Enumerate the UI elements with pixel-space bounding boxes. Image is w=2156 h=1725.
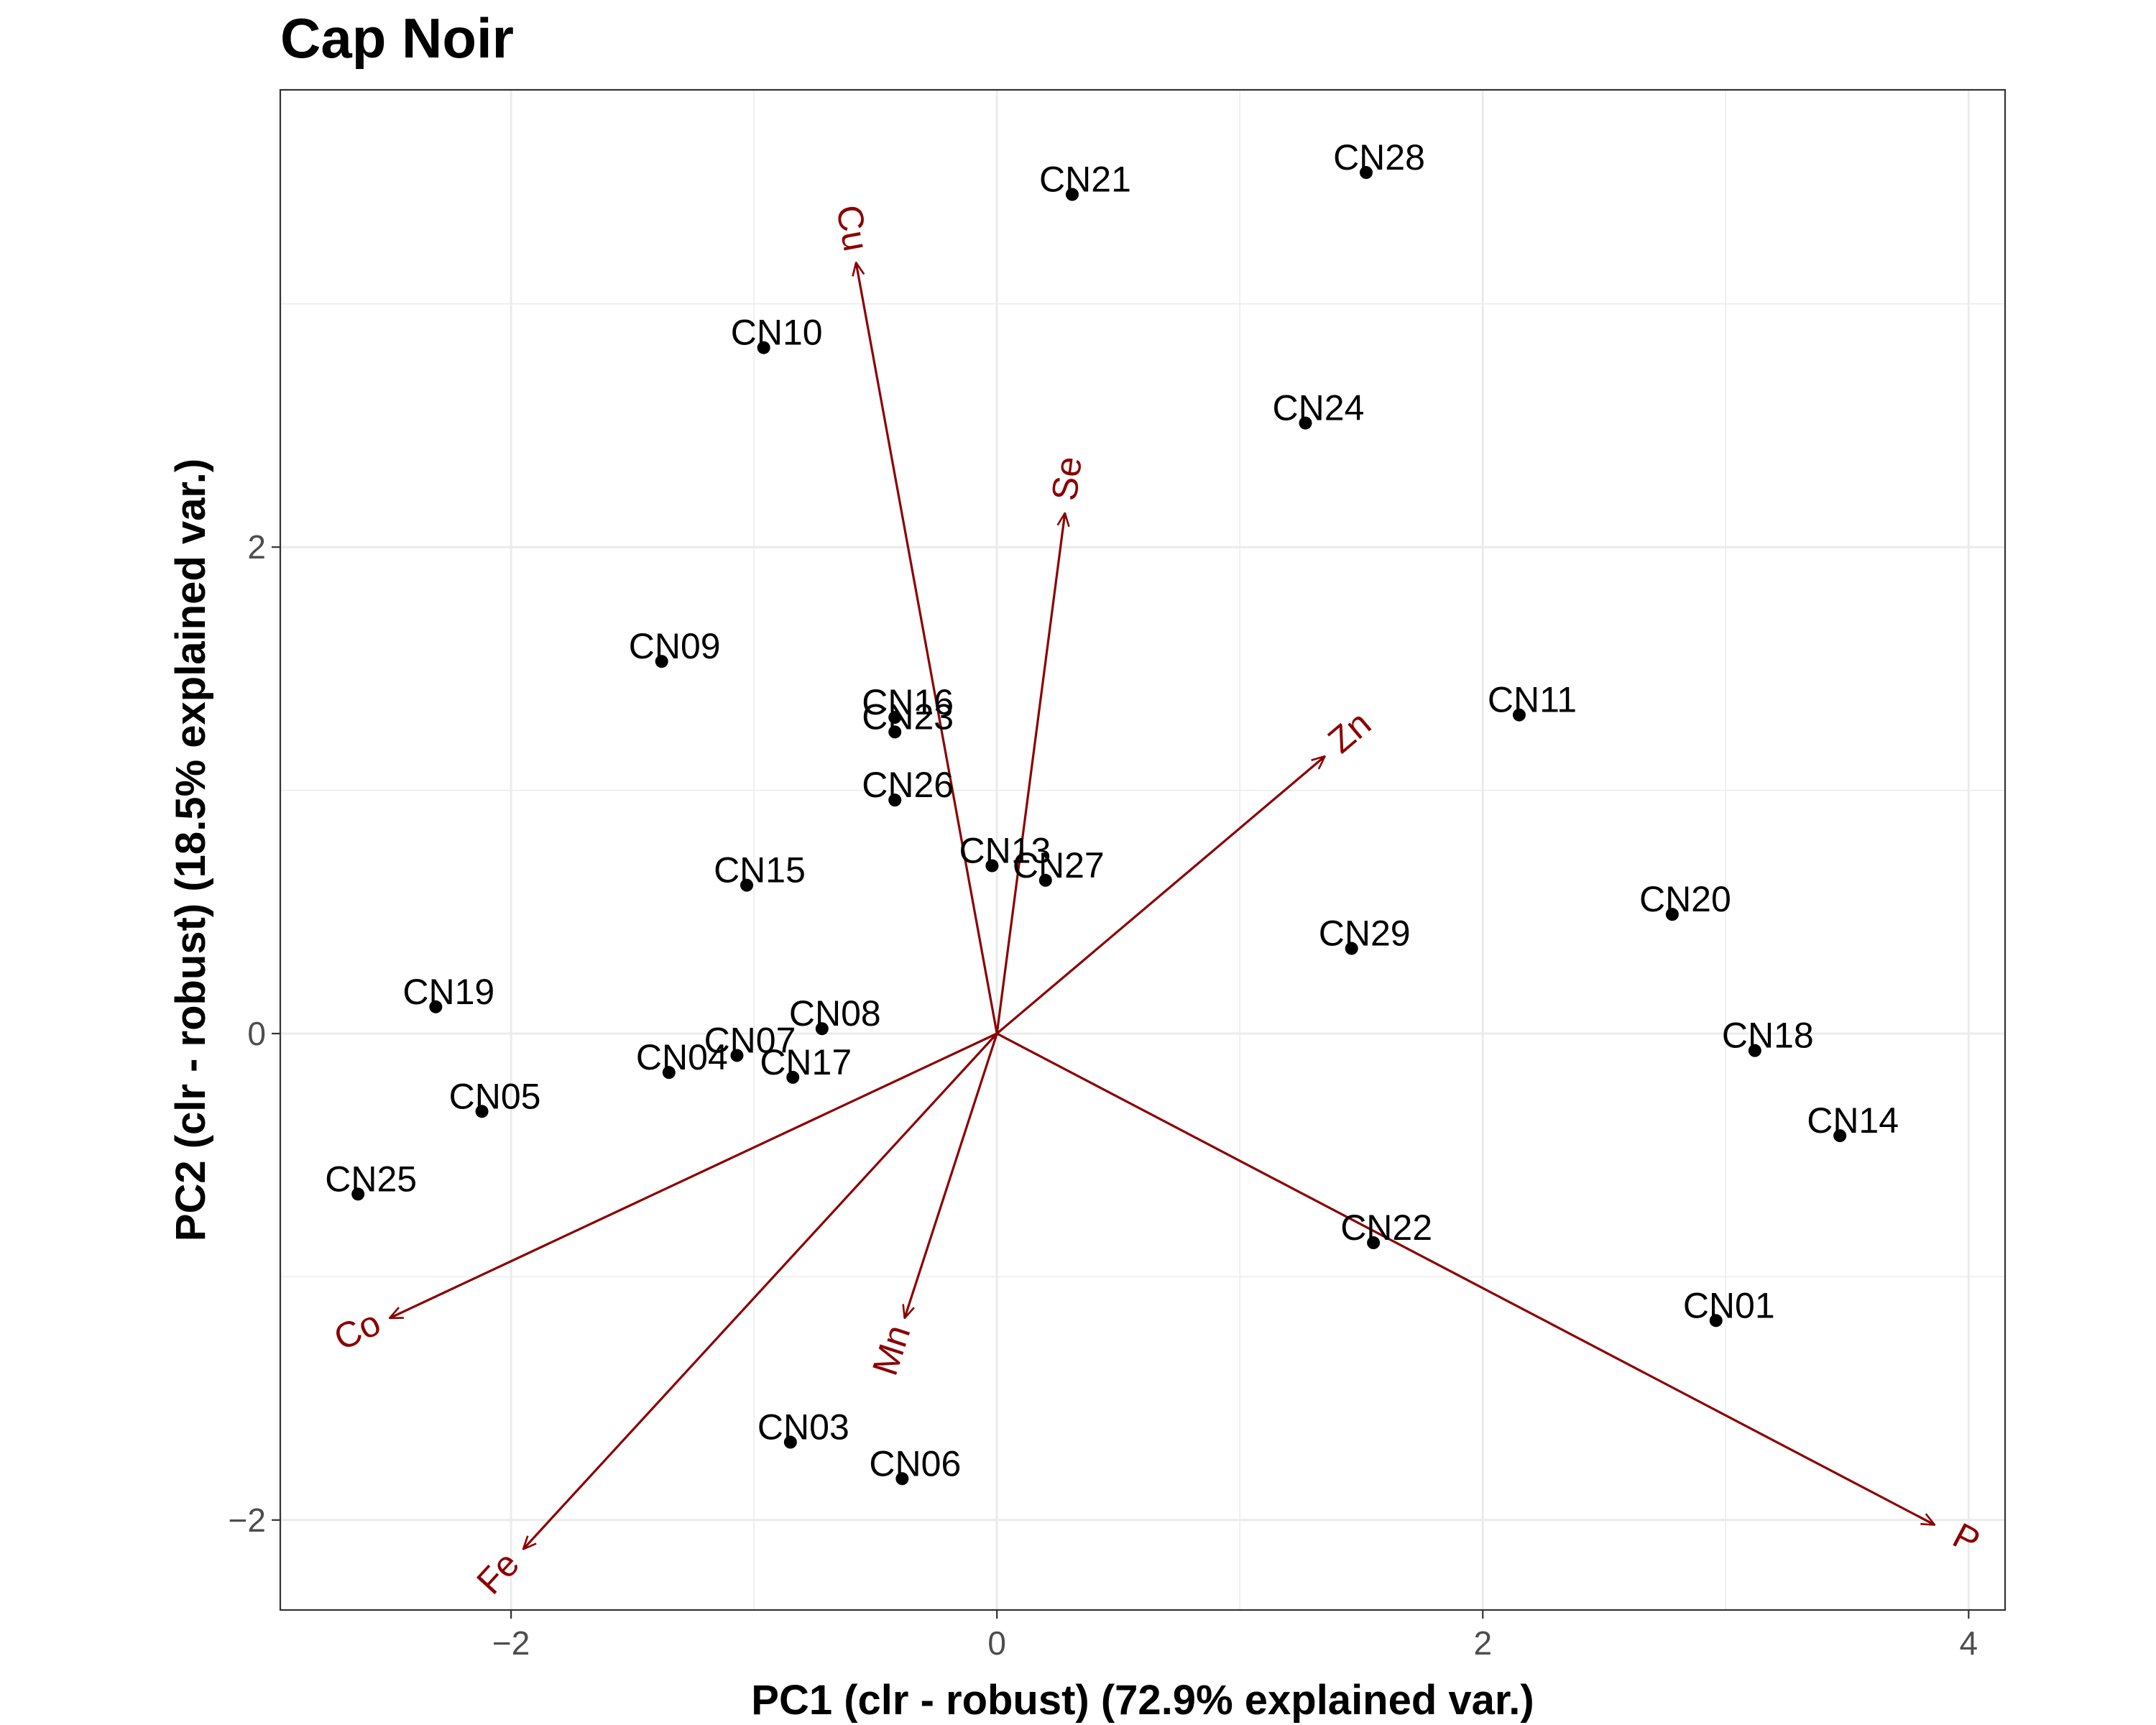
- point-cn23: [888, 725, 902, 739]
- point-cn27: [1038, 873, 1052, 887]
- point-cn05: [475, 1105, 489, 1118]
- loading-arrow-co: [390, 1032, 998, 1320]
- y-axis-title: PC2 (clr - robust) (18.5% explained var.…: [167, 459, 214, 1241]
- point-label-cn28: CN28: [1333, 137, 1425, 178]
- loading-arrow-cu: [856, 262, 998, 1034]
- point-label-cn08: CN08: [789, 993, 881, 1034]
- grid: [280, 90, 2005, 1610]
- point-cn29: [1345, 942, 1358, 955]
- point-label-cn04: CN04: [636, 1037, 728, 1077]
- point-cn06: [895, 1472, 909, 1486]
- x-tick-label: 0: [987, 1624, 1006, 1662]
- point-cn14: [1833, 1129, 1847, 1143]
- point-label-cn25: CN25: [325, 1159, 417, 1199]
- point-label-cn24: CN24: [1273, 388, 1365, 428]
- loading-label-zn: Zn: [1320, 703, 1378, 760]
- loading-arrow-mn: [905, 1033, 998, 1318]
- point-cn08: [815, 1022, 829, 1036]
- point-cn04: [662, 1066, 676, 1080]
- point-label-cn01: CN01: [1683, 1285, 1775, 1325]
- point-label-cn20: CN20: [1639, 879, 1731, 919]
- point-label-cn10: CN10: [731, 313, 823, 353]
- point-cn18: [1748, 1044, 1761, 1057]
- point-cn03: [783, 1435, 797, 1449]
- point-cn01: [1709, 1314, 1723, 1328]
- point-label-cn22: CN22: [1340, 1208, 1432, 1248]
- y-tick-label: 2: [247, 528, 266, 566]
- loading-arrow-fe: [523, 1032, 998, 1549]
- point-cn07: [730, 1049, 744, 1062]
- point-cn24: [1299, 416, 1312, 430]
- x-tick-label: 4: [1959, 1624, 1978, 1662]
- point-label-cn07: CN07: [704, 1020, 796, 1060]
- point-cn19: [429, 1000, 443, 1013]
- chart-title: Cap Noir: [280, 6, 514, 70]
- loading-arrow-se: [995, 513, 1065, 1034]
- loading-label-cu: Cu: [829, 202, 877, 254]
- point-label-cn03: CN03: [757, 1407, 849, 1448]
- point-label-cn06: CN06: [869, 1443, 961, 1484]
- point-label-cn18: CN18: [1722, 1016, 1814, 1056]
- point-label-cn15: CN15: [714, 850, 806, 891]
- axis-ticks: −2 0 2 4 −2 0 2: [229, 528, 1978, 1662]
- y-tick-label: 0: [247, 1015, 266, 1052]
- point-label-cn21: CN21: [1039, 160, 1131, 200]
- point-label-cn05: CN05: [449, 1076, 541, 1116]
- plot-panel-border: [279, 88, 2007, 1611]
- loading-arrow-p: [996, 1032, 1935, 1525]
- loading-label-se: Se: [1044, 454, 1089, 503]
- point-label-cn17: CN17: [760, 1042, 852, 1082]
- point-cn25: [351, 1187, 365, 1201]
- point-cn28: [1359, 166, 1373, 180]
- x-tick-label: −2: [492, 1624, 530, 1662]
- point-label-cn13: CN13: [959, 830, 1051, 870]
- loading-arrow-zn: [996, 756, 1325, 1035]
- point-label-cn11: CN11: [1488, 680, 1577, 720]
- point-cn26: [888, 794, 902, 807]
- point-label-cn19: CN19: [402, 972, 494, 1012]
- point-cn10: [757, 341, 770, 354]
- point-cn16: [888, 711, 902, 724]
- point-label-cn09: CN09: [629, 626, 721, 666]
- x-axis-title: PC1 (clr - robust) (72.9% explained var.…: [751, 1677, 1534, 1724]
- point-cn22: [1367, 1236, 1381, 1250]
- point-label-cn23: CN23: [862, 696, 954, 737]
- point-label-cn27: CN27: [1013, 845, 1105, 886]
- point-label-cn26: CN26: [862, 765, 954, 805]
- loading-vectors: Cu Se Zn P Mn Co Fe: [328, 202, 1986, 1602]
- point-label-cn29: CN29: [1319, 914, 1411, 954]
- loading-label-p: P: [1946, 1515, 1986, 1562]
- point-cn21: [1065, 188, 1079, 201]
- x-tick-label: 2: [1473, 1624, 1492, 1662]
- point-cn20: [1665, 908, 1679, 921]
- loading-label-fe: Fe: [469, 1544, 527, 1602]
- point-cn09: [655, 655, 668, 668]
- point-cn13: [985, 859, 999, 873]
- point-label-cn14: CN14: [1807, 1100, 1899, 1141]
- point-cn17: [786, 1070, 800, 1084]
- point-cn15: [740, 878, 754, 892]
- loading-label-mn: Mn: [865, 1320, 918, 1380]
- point-label-cn16: CN16: [862, 682, 954, 722]
- loading-label-co: Co: [328, 1302, 387, 1358]
- y-tick-label: −2: [229, 1501, 266, 1539]
- point-cn11: [1512, 708, 1526, 722]
